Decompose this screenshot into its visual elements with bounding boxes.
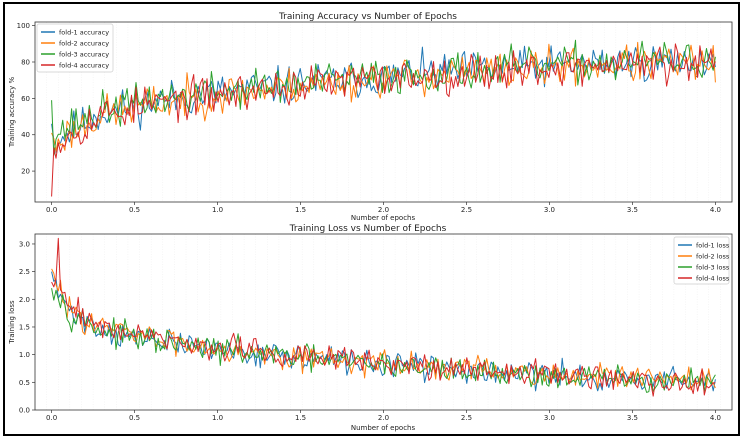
loss-x-tick-label: 1.5 bbox=[295, 414, 306, 422]
accuracy-x-tick-label: 3.0 bbox=[544, 206, 555, 214]
accuracy-legend-box bbox=[36, 23, 114, 73]
accuracy-y-tick-label: 60 bbox=[21, 95, 30, 103]
accuracy-x-ticks: 0.0 0.5 1.0 1.5 2.0 2.5 3.0 3.5 4.0 bbox=[46, 202, 721, 214]
loss-x-axis-label: Number of epochs bbox=[351, 424, 416, 432]
loss-x-tick-label: 2.0 bbox=[378, 414, 389, 422]
loss-y-ticks: 0.0 0.5 1.0 1.5 2.0 2.5 3.0 bbox=[19, 240, 35, 415]
accuracy-series-line-fold-4 bbox=[51, 43, 716, 197]
loss-legend-label-fold-1: fold-1 loss bbox=[696, 242, 730, 250]
loss-chart: Training Loss vs Number of Epochs 0.0 0.5… bbox=[8, 224, 733, 432]
figure-canvas: Training Accuracy vs Number of Epochs 0.… bbox=[8, 12, 733, 432]
loss-legend-label-fold-4: fold-4 loss bbox=[696, 275, 730, 283]
accuracy-x-tick-label: 0.5 bbox=[129, 206, 140, 214]
loss-series-line-fold-4 bbox=[51, 237, 716, 397]
accuracy-x-axis-label: Number of epochs bbox=[351, 214, 416, 222]
loss-x-tick-label: 0.5 bbox=[129, 414, 140, 422]
loss-y-tick-label: 2.0 bbox=[19, 296, 30, 304]
loss-y-tick-label: 2.5 bbox=[19, 268, 30, 276]
loss-legend-label-fold-2: fold-2 loss bbox=[696, 253, 730, 261]
loss-series-group bbox=[51, 237, 716, 397]
loss-y-tick-label: 1.5 bbox=[19, 323, 30, 331]
accuracy-x-tick-label: 4.0 bbox=[710, 206, 721, 214]
loss-x-tick-label: 1.0 bbox=[212, 414, 223, 422]
accuracy-y-tick-label: 40 bbox=[21, 131, 30, 139]
accuracy-legend: fold-1 accuracy fold-2 accuracy fold-3 a… bbox=[36, 23, 114, 73]
accuracy-x-tick-label: 2.5 bbox=[461, 206, 472, 214]
accuracy-y-axis-label: Training accuracy % bbox=[8, 77, 16, 149]
accuracy-chart: Training Accuracy vs Number of Epochs 0.… bbox=[8, 12, 733, 222]
accuracy-x-tick-label: 3.5 bbox=[627, 206, 638, 214]
loss-x-tick-label: 3.0 bbox=[544, 414, 555, 422]
accuracy-legend-label-fold-2: fold-2 accuracy bbox=[59, 40, 109, 48]
accuracy-legend-label-fold-3: fold-3 accuracy bbox=[59, 51, 109, 59]
loss-y-tick-label: 0.0 bbox=[19, 407, 30, 415]
loss-y-tick-label: 3.0 bbox=[19, 240, 30, 248]
accuracy-y-tick-label: 80 bbox=[21, 59, 30, 67]
accuracy-y-tick-label: 100 bbox=[17, 22, 30, 30]
loss-y-tick-label: 0.5 bbox=[19, 379, 30, 387]
accuracy-x-tick-label: 2.0 bbox=[378, 206, 389, 214]
loss-x-tick-label: 2.5 bbox=[461, 414, 472, 422]
accuracy-y-ticks: 20 40 60 80 100 bbox=[17, 22, 35, 176]
accuracy-y-tick-label: 20 bbox=[21, 168, 30, 176]
loss-y-axis-label: Training loss bbox=[8, 300, 16, 345]
loss-series-line-fold-3 bbox=[51, 288, 716, 393]
loss-legend-box bbox=[673, 236, 730, 285]
accuracy-legend-label-fold-1: fold-1 accuracy bbox=[59, 29, 109, 37]
loss-x-tick-label: 4.0 bbox=[710, 414, 721, 422]
accuracy-x-tick-label: 1.5 bbox=[295, 206, 306, 214]
figure-frame: Training Accuracy vs Number of Epochs 0.… bbox=[3, 2, 740, 436]
loss-legend: fold-1 loss fold-2 loss fold-3 loss fold… bbox=[673, 236, 730, 285]
accuracy-legend-label-fold-4: fold-4 accuracy bbox=[59, 62, 109, 70]
accuracy-series-group bbox=[51, 39, 716, 197]
loss-legend-label-fold-3: fold-3 loss bbox=[696, 264, 730, 272]
loss-chart-title: Training Loss vs Number of Epochs bbox=[289, 224, 447, 234]
accuracy-chart-title: Training Accuracy vs Number of Epochs bbox=[278, 12, 457, 22]
loss-x-ticks: 0.0 0.5 1.0 1.5 2.0 2.5 3.0 3.5 4.0 bbox=[46, 410, 721, 422]
loss-x-tick-label: 0.0 bbox=[46, 414, 57, 422]
accuracy-x-tick-label: 1.0 bbox=[212, 206, 223, 214]
accuracy-series-line-fold-2 bbox=[51, 41, 716, 152]
accuracy-x-tick-label: 0.0 bbox=[46, 206, 57, 214]
accuracy-grid bbox=[34, 22, 733, 202]
loss-y-tick-label: 1.0 bbox=[19, 351, 30, 359]
loss-x-tick-label: 3.5 bbox=[627, 414, 638, 422]
